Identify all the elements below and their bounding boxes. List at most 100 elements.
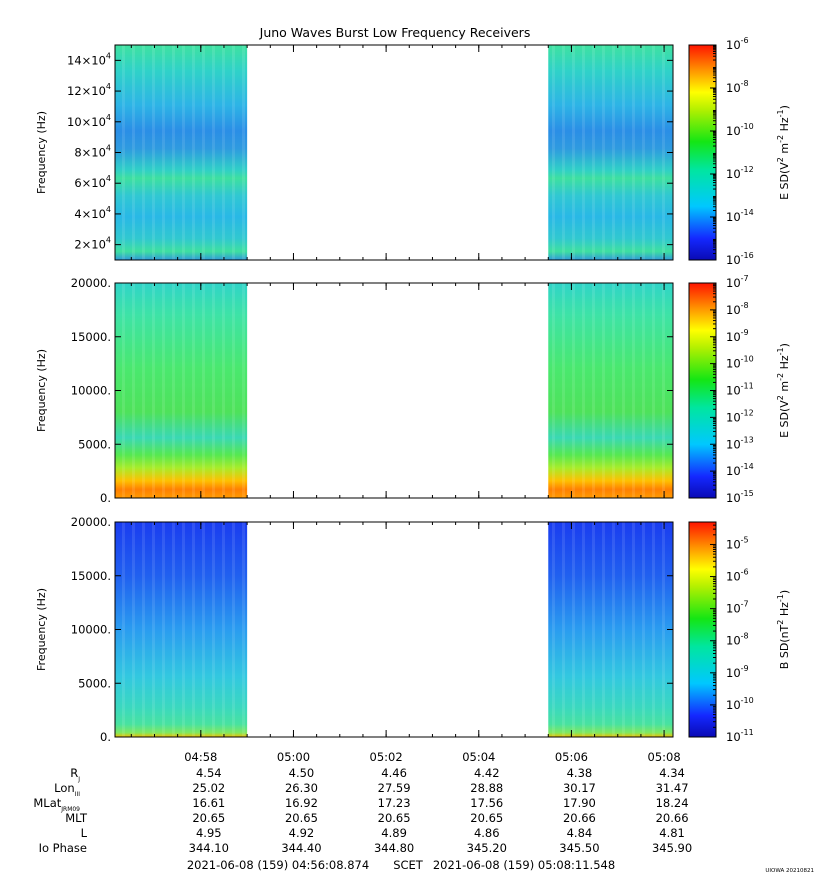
y-tick-label: 5000.	[78, 676, 111, 690]
watermark: UIOWA 20210821	[765, 868, 814, 874]
colorbar-label: B SD(nT2 Hz-1)	[776, 590, 791, 669]
colorbar-tick-label: 10-14	[726, 462, 754, 478]
ephemeris-value: 20.65	[285, 811, 318, 825]
ephemeris-value: 16.92	[285, 796, 318, 810]
time-tick-label: 04:58	[184, 750, 217, 764]
ephemeris-value: 344.80	[374, 841, 414, 855]
y-axis-label: Frequency (Hz)	[35, 111, 48, 194]
time-axis: 04:58 05:00 05:02 05:04 05:06 05:08	[184, 750, 680, 764]
ephemeris-value: 4.84	[567, 826, 593, 840]
ephemeris-row-label: MLatJRM09	[33, 796, 80, 813]
ephemeris-value: 20.65	[470, 811, 503, 825]
ephemeris-value: 4.95	[196, 826, 222, 840]
y-tick-label: 15000.	[71, 330, 111, 344]
y-tick-label: 10×104	[67, 113, 111, 129]
ephemeris-value: 4.89	[381, 826, 407, 840]
ephemeris-value: 25.02	[192, 781, 225, 795]
time-tick-label: 05:04	[462, 750, 495, 764]
time-tick-label: 05:06	[555, 750, 588, 764]
colorbar-tick-label: 10-16	[726, 251, 754, 267]
y-tick-label: 10000.	[71, 384, 111, 398]
spectrogram-panel-2: 0. 5000. 10000. 15000. 20000. Frequency (Hz) 1…	[35, 274, 791, 505]
colorbar-tick-label: 10-7	[726, 600, 749, 616]
y-tick-label: 4×104	[74, 205, 111, 221]
ephemeris-row-label: LonIII	[54, 781, 80, 798]
spectrogram-panel-1: 2×104 4×104 6×104 8×104 10×104 12×104 14×104 Fr…	[35, 36, 791, 267]
colorbar-tick-label: 10-12	[726, 165, 754, 181]
colorbar-tick-label: 10-15	[726, 489, 754, 505]
colorbar-tick-label: 10-6	[726, 568, 749, 584]
time-tick-label: 05:00	[277, 750, 310, 764]
ephemeris-value: 4.50	[289, 766, 315, 780]
y-tick-label: 6×104	[74, 174, 111, 190]
colorbar-label: E SD(V2 m-2 Hz-1)	[776, 105, 791, 200]
footer-end-time: 2021-06-08 (159) 05:08:11.548	[433, 858, 615, 872]
y-tick-label: 12×104	[67, 82, 111, 98]
y-tick-label: 5000.	[78, 437, 111, 451]
ephemeris-value: 20.66	[563, 811, 596, 825]
ephemeris-value: 4.86	[474, 826, 500, 840]
colorbar-tick-label: 10-10	[726, 122, 754, 138]
colorbar-tick-label: 10-14	[726, 208, 754, 224]
ephemeris-row-label: L	[81, 826, 88, 840]
y-tick-label: 14×104	[67, 51, 111, 67]
ephemeris-value: 4.92	[289, 826, 315, 840]
ephemeris-value: 17.90	[563, 796, 596, 810]
colorbar-label: E SD(V2 m-2 Hz-1)	[776, 343, 791, 438]
y-tick-label: 20000.	[71, 515, 111, 529]
ephemeris-value: 345.50	[559, 841, 599, 855]
y-tick-label: 10000.	[71, 623, 111, 637]
figure-title: Juno Waves Burst Low Frequency Receivers	[259, 25, 531, 40]
ephemeris-value: 26.30	[285, 781, 318, 795]
spectrogram-texture	[548, 522, 673, 737]
colorbar-tick-label: 10-10	[726, 696, 754, 712]
ephemeris-value: 20.65	[192, 811, 225, 825]
spectrogram-texture	[548, 45, 673, 260]
ephemeris-table: RJ 4.54 4.50 4.46 4.42 4.38 4.34 LonIII 25.02 26.…	[33, 766, 692, 855]
spectrogram-texture	[115, 283, 248, 498]
y-tick-label: 0.	[100, 730, 111, 744]
colorbar-tick-label: 10-9	[726, 328, 749, 344]
colorbar-tick-label: 10-9	[726, 664, 749, 680]
ephemeris-value: 31.47	[656, 781, 689, 795]
colorbar-tick-label: 10-5	[726, 535, 749, 551]
ephemeris-row-label: MLT	[65, 811, 88, 825]
spectrogram-texture	[548, 283, 673, 498]
spectrogram-texture	[115, 522, 248, 737]
ephemeris-value: 20.66	[656, 811, 689, 825]
y-tick-label: 20000.	[71, 276, 111, 290]
colorbar	[688, 521, 717, 738]
ephemeris-row-label: Io Phase	[39, 841, 87, 855]
colorbar-tick-label: 10-13	[726, 435, 754, 451]
colorbar-tick-label: 10-12	[726, 408, 754, 424]
time-tick-label: 05:08	[648, 750, 681, 764]
ephemeris-value: 27.59	[378, 781, 411, 795]
y-tick-label: 0.	[100, 491, 111, 505]
time-tick-label: 05:02	[370, 750, 403, 764]
colorbar-tick-label: 10-7	[726, 274, 749, 290]
y-tick-label: 2×104	[74, 236, 111, 252]
colorbar-tick-label: 10-11	[726, 382, 754, 398]
y-tick-label: 8×104	[74, 144, 111, 160]
y-axis-label: Frequency (Hz)	[35, 349, 48, 432]
colorbar-tick-label: 10-8	[726, 632, 749, 648]
footer-scet-label: SCET	[393, 858, 424, 872]
ephemeris-value: 18.24	[656, 796, 689, 810]
ephemeris-value: 4.54	[196, 766, 222, 780]
ephemeris-value: 4.46	[381, 766, 407, 780]
ephemeris-value: 344.10	[189, 841, 229, 855]
ephemeris-value: 345.20	[467, 841, 507, 855]
ephemeris-value: 344.40	[281, 841, 321, 855]
colorbar-tick-label: 10-8	[726, 79, 749, 95]
ephemeris-value: 345.90	[652, 841, 692, 855]
ephemeris-value: 4.81	[659, 826, 685, 840]
ephemeris-row-label: RJ	[70, 766, 80, 783]
ephemeris-value: 20.65	[378, 811, 411, 825]
ephemeris-value: 17.23	[378, 796, 411, 810]
ephemeris-value: 17.56	[470, 796, 503, 810]
colorbar	[688, 44, 717, 261]
ephemeris-value: 28.88	[470, 781, 503, 795]
colorbar-tick-label: 10-8	[726, 301, 749, 317]
spectrogram-panel-3: 0. 5000. 10000. 15000. 20000. Frequency (Hz) 1…	[35, 515, 791, 744]
